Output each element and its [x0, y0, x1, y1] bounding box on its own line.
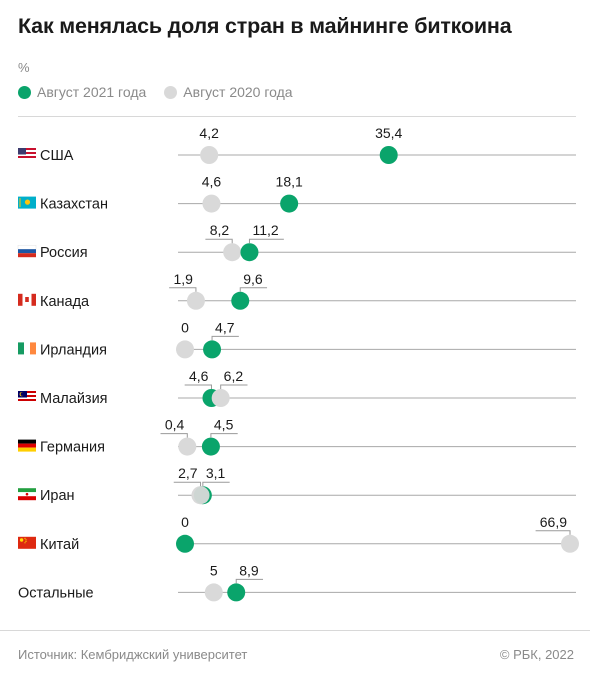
top-divider [18, 116, 576, 117]
data-label-2020: 0,4 [165, 417, 185, 433]
category-label: Остальные [18, 585, 94, 601]
dot-aug-2020 [200, 146, 219, 164]
my-flag-icon [18, 391, 36, 403]
legend-item-2021: Август 2021 года [18, 84, 146, 100]
data-label-2021: 4,7 [215, 319, 235, 335]
category-label: Германия [40, 440, 105, 456]
ru-flag-icon [17, 244, 37, 258]
category-label: Россия [40, 245, 88, 261]
dot-aug-2020 [223, 243, 242, 262]
data-label-2021: 35,4 [375, 125, 402, 141]
data-label-2021-leader [248, 238, 284, 244]
data-label-2020: 4,2 [199, 125, 219, 141]
data-label-2021: 4,5 [214, 417, 234, 433]
data-label-2021-leader [235, 578, 264, 584]
dot-aug-2020 [186, 291, 205, 310]
dot-aug-2021 [176, 534, 194, 553]
category-label: США [40, 148, 74, 164]
data-label-2020: 0 [181, 319, 189, 335]
data-label-2021: 11,2 [252, 222, 278, 238]
data-label-2021: 3,1 [206, 465, 226, 481]
data-label-2020: 1,9 [173, 271, 193, 287]
us-flag-icon [18, 148, 36, 160]
data-label-2020-leader [160, 433, 188, 438]
data-label-2020: 66,9 [540, 514, 567, 530]
kz-flag-icon [18, 196, 36, 209]
ir-flag-icon [18, 488, 36, 501]
legend-dot-2020 [164, 85, 178, 99]
dot-aug-2021 [227, 583, 246, 602]
dot-aug-2020-overlay [191, 486, 210, 505]
category-label: Малайзия [40, 391, 108, 407]
ca-flag-icon [18, 293, 36, 306]
data-label-2021: 9,6 [243, 271, 263, 287]
dot-aug-2021 [240, 243, 259, 262]
legend-label-2021: Август 2021 года [37, 84, 147, 100]
data-label-2020-leader [535, 530, 571, 535]
de-flag-icon [18, 439, 36, 452]
dot-aug-2021 [280, 194, 299, 213]
data-label-2021: 18,1 [276, 174, 303, 190]
legend-item-2020: Август 2020 года [164, 84, 293, 100]
dot-aug-2020 [561, 534, 579, 553]
dot-aug-2021 [231, 291, 250, 310]
data-label-2021: 4,6 [189, 368, 209, 384]
legend-dot-2021 [18, 85, 31, 99]
data-label-2020: 6,2 [224, 368, 244, 384]
unit-label: % [18, 60, 30, 75]
category-label: Китай [40, 537, 79, 553]
category-label: Канада [40, 294, 90, 310]
data-label-2021-leader [211, 335, 239, 341]
dot-aug-2020 [176, 340, 194, 359]
data-label-2021-leader [210, 433, 238, 438]
dot-aug-2020 [178, 437, 197, 456]
chart-title: Как менялась доля стран в майнинге битко… [18, 14, 512, 38]
data-label-2021-leader [202, 481, 230, 487]
data-label-2021: 8,9 [239, 562, 259, 578]
data-label-2020-leader [220, 384, 248, 389]
data-label-2021: 0 [181, 514, 189, 530]
copyright-note: © РБК, 2022 [499, 647, 574, 662]
data-label-2020: 4,6 [202, 174, 222, 190]
dot-aug-2020 [204, 583, 223, 602]
legend: Август 2021 года Август 2020 года [18, 84, 311, 100]
data-label-2021-leader [239, 287, 268, 292]
dot-aug-2020 [202, 194, 221, 213]
category-label: Казахстан [40, 197, 108, 213]
dot-aug-2020 [211, 389, 230, 407]
source-note: Источник: Кембриджский университет [18, 647, 248, 662]
bottom-divider [0, 630, 590, 631]
data-label-2021-leader [184, 384, 212, 389]
data-label-2020: 8,2 [210, 222, 230, 238]
data-label-2020: 2,7 [178, 465, 198, 481]
data-label-2020-leader [205, 238, 233, 244]
cn-flag-icon [18, 536, 36, 549]
category-label: Ирландия [40, 342, 107, 358]
category-label: Иран [40, 488, 75, 504]
data-label-2020: 5 [210, 562, 218, 578]
data-label-2020-leader [169, 287, 197, 292]
dot-aug-2021 [203, 340, 222, 359]
dot-aug-2021 [201, 437, 220, 456]
dot-aug-2021 [379, 146, 398, 164]
legend-label-2020: Август 2020 года [183, 84, 293, 100]
ie-flag-icon [18, 342, 36, 355]
data-label-2020-leader [173, 481, 202, 487]
